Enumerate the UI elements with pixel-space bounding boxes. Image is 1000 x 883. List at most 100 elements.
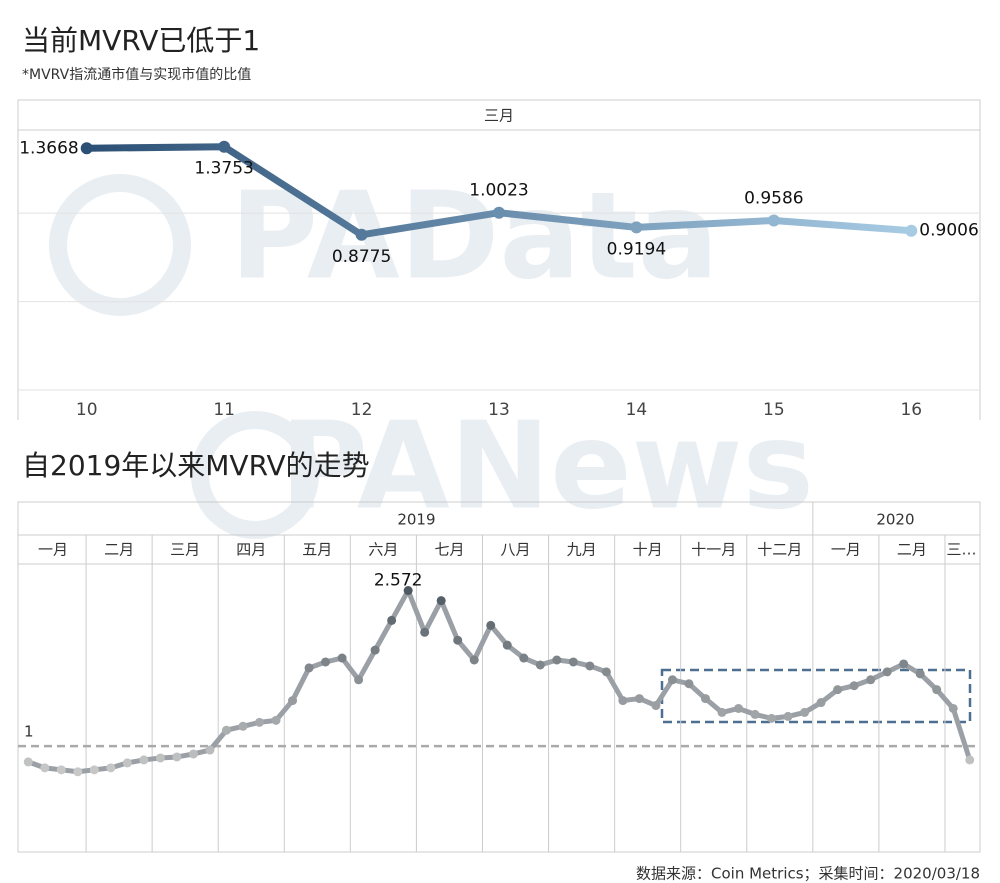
x-tick-label: 10 bbox=[76, 400, 98, 420]
point bbox=[932, 685, 942, 695]
watermark-logo bbox=[49, 174, 191, 316]
point bbox=[630, 221, 643, 234]
panel bbox=[17, 501, 981, 853]
point bbox=[73, 767, 83, 777]
x-tick-label: 三… bbox=[946, 541, 976, 559]
line bbox=[27, 588, 973, 775]
x-tick-label: 一月 bbox=[831, 541, 861, 559]
source: 数据来源：Coin Metrics；采集时间：2020/03/18 bbox=[636, 865, 980, 883]
point bbox=[337, 653, 347, 663]
point bbox=[634, 694, 644, 704]
point bbox=[800, 707, 810, 717]
x-tick-label: 16 bbox=[900, 400, 922, 420]
x-tick-label: 11 bbox=[213, 400, 235, 420]
point bbox=[238, 721, 248, 731]
x-tick-label: 十一月 bbox=[691, 541, 736, 559]
x-tick-label: 十二月 bbox=[757, 541, 802, 559]
point bbox=[502, 640, 512, 650]
chart-title: 当前MVRV已低于1 bbox=[22, 24, 260, 57]
x-tick-label: 12 bbox=[351, 400, 373, 420]
point bbox=[767, 713, 777, 723]
point bbox=[188, 749, 198, 759]
point bbox=[535, 660, 545, 670]
point bbox=[218, 140, 231, 153]
point bbox=[56, 765, 66, 775]
x-tick-label: 五月 bbox=[302, 541, 332, 559]
header: 三月 bbox=[484, 107, 514, 125]
point bbox=[40, 763, 50, 773]
point bbox=[155, 753, 165, 763]
data-label: 0.9194 bbox=[607, 239, 666, 259]
reference-label: 1 bbox=[24, 723, 34, 741]
point bbox=[403, 586, 413, 596]
x-tick-label: 三月 bbox=[170, 541, 200, 559]
x-tick-label: 十月 bbox=[633, 541, 663, 559]
point bbox=[833, 685, 843, 695]
point bbox=[965, 755, 975, 765]
watermark-logo bbox=[191, 411, 319, 539]
point bbox=[552, 655, 562, 665]
data-label: 1.3753 bbox=[194, 159, 253, 179]
point bbox=[370, 645, 380, 655]
point bbox=[717, 707, 727, 717]
point bbox=[882, 667, 892, 677]
point bbox=[651, 701, 661, 711]
point bbox=[255, 717, 264, 727]
watermark: PANews bbox=[280, 398, 814, 537]
chart-subtitle: *MVRV指流通市值与实现市值的比值 bbox=[22, 66, 251, 83]
x-tick-label: 二月 bbox=[897, 541, 927, 559]
data-label: 2.572 bbox=[374, 571, 423, 591]
x-tick-label: 九月 bbox=[567, 541, 597, 559]
point bbox=[387, 615, 397, 625]
point bbox=[321, 657, 331, 667]
point bbox=[436, 596, 446, 606]
point bbox=[899, 659, 909, 669]
point bbox=[700, 694, 710, 704]
point bbox=[80, 142, 93, 155]
point bbox=[106, 763, 116, 773]
year-label: 2019 bbox=[397, 511, 435, 529]
x-tick-label: 13 bbox=[488, 400, 510, 420]
year-label: 2020 bbox=[876, 511, 914, 529]
point bbox=[493, 206, 505, 219]
point bbox=[667, 675, 677, 685]
point bbox=[519, 653, 529, 663]
point bbox=[420, 627, 430, 637]
point bbox=[905, 224, 918, 237]
x-tick-label: 四月 bbox=[236, 541, 266, 559]
point bbox=[618, 696, 628, 706]
point bbox=[453, 635, 463, 645]
point bbox=[221, 725, 231, 735]
point bbox=[469, 655, 479, 665]
point bbox=[767, 214, 780, 227]
x-tick-label: 六月 bbox=[368, 541, 398, 559]
data-label: 0.8775 bbox=[332, 247, 391, 267]
point bbox=[783, 711, 793, 721]
point bbox=[750, 709, 760, 719]
point bbox=[486, 620, 496, 630]
x-tick-label: 八月 bbox=[501, 541, 531, 559]
point bbox=[172, 752, 182, 762]
x-tick-label: 七月 bbox=[434, 541, 464, 559]
point bbox=[288, 696, 298, 706]
data-label: 0.9006 bbox=[919, 221, 978, 241]
point bbox=[684, 679, 694, 689]
point bbox=[354, 675, 364, 685]
x-tick-label: 二月 bbox=[104, 541, 134, 559]
x-tick-label: 15 bbox=[763, 400, 785, 420]
watermark: PAData bbox=[230, 168, 719, 307]
point bbox=[601, 667, 611, 677]
point bbox=[585, 661, 595, 671]
point bbox=[568, 657, 578, 667]
point bbox=[271, 715, 281, 725]
x-tick-label: 一月 bbox=[38, 541, 68, 559]
point bbox=[122, 758, 132, 768]
point bbox=[948, 703, 958, 713]
point bbox=[915, 669, 925, 679]
point bbox=[23, 757, 33, 767]
point bbox=[849, 681, 859, 691]
point bbox=[304, 663, 314, 673]
point bbox=[205, 745, 215, 755]
